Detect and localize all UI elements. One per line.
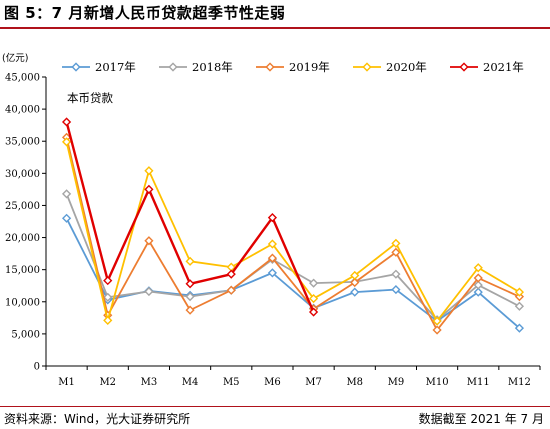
chart-legend: 2017年 2018年 2019年 2020年 2021年	[62, 60, 524, 74]
data-point	[267, 253, 278, 263]
x-tick-label: M4	[182, 377, 199, 388]
legend-swatch-marker	[362, 62, 372, 72]
x-tick-label: M12	[508, 377, 531, 388]
series-layer	[61, 117, 525, 335]
x-tick-label: M9	[388, 377, 405, 388]
y-tick-label: 20,000	[5, 233, 40, 244]
x-tick-label: M5	[223, 377, 240, 388]
y-tick-label: 30,000	[5, 169, 40, 180]
data-point	[61, 137, 72, 147]
y-tick-label: 15,000	[5, 265, 40, 276]
data-point	[391, 238, 401, 248]
data-point	[432, 325, 442, 335]
data-point	[473, 287, 483, 297]
title-rule	[0, 27, 550, 29]
data-point	[514, 287, 525, 297]
data-point	[473, 263, 483, 273]
data-point	[267, 213, 278, 223]
legend-swatch-marker	[71, 62, 81, 72]
series-2020年	[61, 137, 525, 326]
data-point	[185, 279, 195, 289]
data-point	[514, 301, 525, 311]
legend-label: 2021年	[483, 60, 524, 74]
footer-rule	[0, 406, 550, 407]
data-point	[473, 280, 483, 290]
series-line	[65, 137, 520, 331]
legend-item: 2018年	[159, 60, 233, 74]
legend-label: 2019年	[289, 60, 330, 74]
data-as-of-note: 数据截至 2021 年 7 月	[418, 412, 544, 426]
source-note: 资料来源：Wind，光大证券研究所	[4, 412, 191, 426]
data-point	[226, 269, 236, 279]
data-point	[350, 270, 360, 281]
legend-label: 2018年	[192, 60, 233, 74]
x-tick-label: M11	[467, 377, 490, 388]
y-tick-label: 10,000	[5, 297, 40, 308]
y-tick-label: 45,000	[5, 73, 40, 84]
data-point	[350, 287, 360, 297]
data-point	[103, 292, 113, 302]
data-point	[391, 269, 401, 279]
chart-annotation: 本币贷款	[67, 91, 113, 105]
x-tick-label: M6	[264, 377, 281, 388]
data-point	[185, 256, 195, 266]
legend-item: 2019年	[256, 60, 330, 74]
data-point	[144, 166, 154, 176]
data-point	[185, 292, 195, 302]
y-tick-label: 25,000	[5, 201, 40, 212]
data-point	[144, 236, 154, 246]
legend-label: 2020年	[386, 60, 427, 74]
legend-swatch-marker	[265, 62, 275, 72]
data-point	[144, 184, 154, 194]
data-point	[350, 277, 360, 288]
x-tick-label: M8	[346, 377, 363, 388]
series-2018年	[61, 189, 525, 325]
series-line	[65, 193, 520, 321]
y-tick-label: 40,000	[5, 105, 40, 116]
figure-title: 图 5：7 月新增人民币贷款超季节性走弱	[4, 4, 286, 22]
data-point	[308, 307, 319, 317]
data-point	[267, 239, 278, 249]
data-point	[432, 316, 442, 326]
data-point	[473, 273, 483, 283]
x-tick-label: M2	[99, 377, 116, 388]
legend-label: 2017年	[95, 60, 136, 74]
series-line	[65, 141, 520, 322]
legend-item: 2017年	[62, 60, 136, 74]
data-point	[267, 268, 278, 278]
x-tick-label: M1	[58, 377, 75, 388]
data-point	[226, 285, 236, 295]
x-tick-label: M7	[305, 377, 322, 388]
data-point	[103, 275, 113, 286]
data-point	[103, 315, 113, 325]
chart-axes: 0 5,000 10,000 15,000 20,000 25,000 30,000 35,0…	[5, 73, 541, 388]
x-tick-label: M3	[141, 377, 158, 388]
data-point	[391, 247, 401, 257]
legend-item: 2021年	[450, 60, 524, 74]
x-tick-label: M10	[426, 377, 449, 388]
data-point	[144, 286, 154, 297]
legend-swatch-marker	[168, 62, 178, 72]
data-point	[61, 213, 72, 223]
line-chart: (亿元) 本币贷款 0 5,000 10,000 15,000 20,000 25,000…	[2, 52, 541, 388]
y-tick-label: 0	[34, 362, 40, 373]
series-2021年	[61, 117, 319, 317]
y-tick-label: 35,000	[5, 137, 40, 148]
data-point	[391, 284, 401, 295]
data-point	[61, 189, 72, 199]
data-point	[308, 293, 319, 304]
legend-item: 2020年	[353, 60, 427, 74]
data-point	[185, 305, 195, 315]
y-axis-unit: (亿元)	[2, 52, 28, 64]
y-tick-label: 5,000	[11, 329, 40, 340]
legend-swatch-marker	[459, 62, 469, 72]
data-point	[308, 278, 319, 288]
data-point	[514, 323, 525, 333]
data-point	[61, 117, 72, 127]
